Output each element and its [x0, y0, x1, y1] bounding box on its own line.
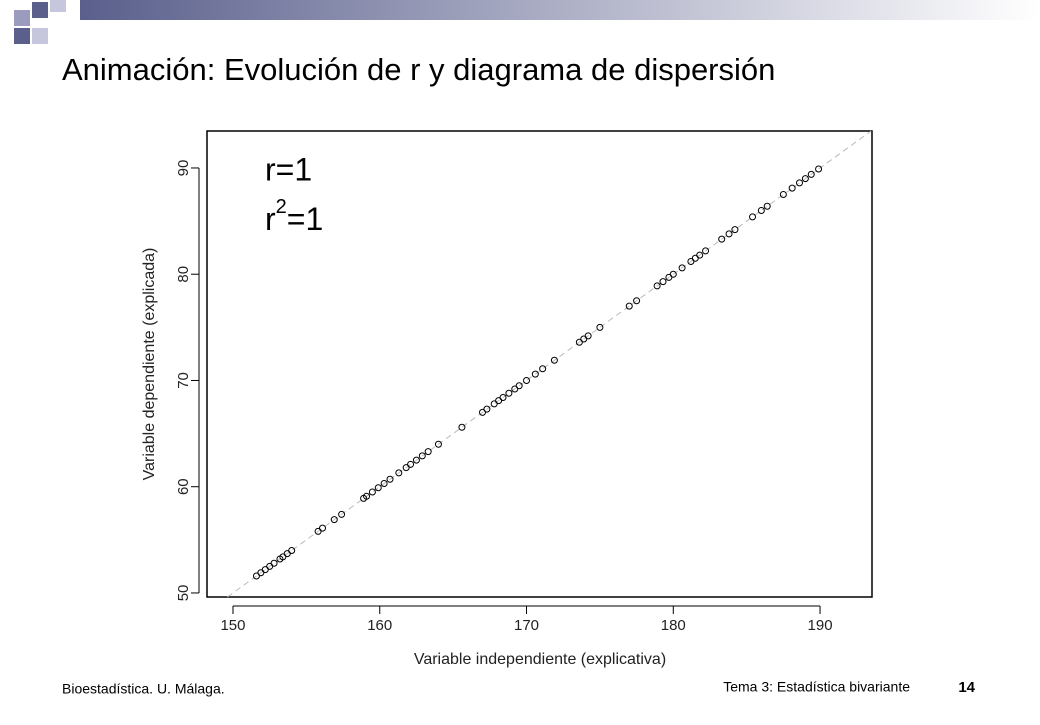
- point: [539, 365, 547, 373]
- y-tick-label: 60: [175, 478, 192, 495]
- point: [659, 278, 667, 286]
- y-tick-label: 80: [175, 266, 192, 283]
- point: [807, 170, 815, 178]
- point: [625, 302, 633, 310]
- point: [368, 488, 376, 496]
- point: [678, 264, 686, 272]
- reference-line: [227, 130, 872, 598]
- annotation: r2=1: [265, 196, 323, 237]
- decor-square: [50, 0, 66, 12]
- annotation-sup: 2: [276, 196, 287, 218]
- point: [338, 510, 346, 518]
- point: [749, 213, 757, 221]
- point: [584, 332, 592, 340]
- point: [815, 165, 823, 173]
- point: [374, 484, 382, 492]
- point: [702, 247, 710, 255]
- annotation-after: =1: [287, 201, 323, 237]
- point: [380, 480, 388, 488]
- point: [288, 546, 296, 554]
- point: [653, 282, 661, 290]
- point: [757, 206, 765, 214]
- y-tick-label: 90: [175, 160, 192, 177]
- x-tick-label: 180: [661, 617, 686, 634]
- point: [458, 423, 466, 431]
- point: [515, 382, 523, 390]
- point: [412, 456, 420, 464]
- point: [424, 448, 432, 456]
- point: [330, 516, 338, 524]
- point: [483, 405, 491, 413]
- point: [505, 389, 513, 397]
- point: [395, 469, 403, 477]
- point: [633, 297, 641, 305]
- point: [418, 452, 426, 460]
- y-tick-label: 70: [175, 372, 192, 389]
- decor-square: [32, 28, 48, 44]
- point: [718, 235, 726, 243]
- plot-frame: [206, 130, 873, 598]
- point: [696, 251, 704, 259]
- point: [531, 370, 539, 378]
- point: [550, 356, 558, 364]
- point: [725, 230, 733, 238]
- point: [319, 524, 327, 532]
- slide-title: Animación: Evolución de r y diagrama de …: [62, 52, 775, 87]
- y-axis-label: Variable dependiente (explicada): [141, 248, 158, 481]
- point: [596, 323, 604, 331]
- header-bar: [80, 0, 1040, 20]
- point: [788, 184, 796, 192]
- point: [779, 191, 787, 199]
- footer-center: Tema 3: Estadística bivariante: [723, 679, 910, 695]
- point: [434, 440, 442, 448]
- y-tick-label: 50: [175, 585, 192, 602]
- point: [795, 179, 803, 187]
- x-tick-label: 150: [220, 617, 245, 634]
- footer-left: Bioestadística. U. Málaga.: [62, 681, 225, 697]
- point: [801, 175, 809, 183]
- decor-square: [32, 2, 48, 18]
- point: [669, 270, 677, 278]
- point: [763, 202, 771, 210]
- x-axis-label: Variable independiente (explicativa): [414, 651, 666, 668]
- point: [386, 475, 394, 483]
- point: [407, 460, 415, 468]
- annotation: r=1: [265, 151, 312, 187]
- point: [363, 492, 371, 500]
- decor-square: [14, 10, 30, 26]
- x-tick-label: 160: [367, 617, 392, 634]
- page-number: 14: [958, 679, 975, 696]
- annotation-base: r: [265, 201, 276, 237]
- point: [270, 559, 278, 567]
- x-tick-label: 190: [808, 617, 833, 634]
- x-tick-label: 170: [514, 617, 539, 634]
- point: [731, 226, 739, 234]
- point: [523, 376, 531, 384]
- decor-square: [14, 28, 30, 44]
- point: [499, 393, 507, 401]
